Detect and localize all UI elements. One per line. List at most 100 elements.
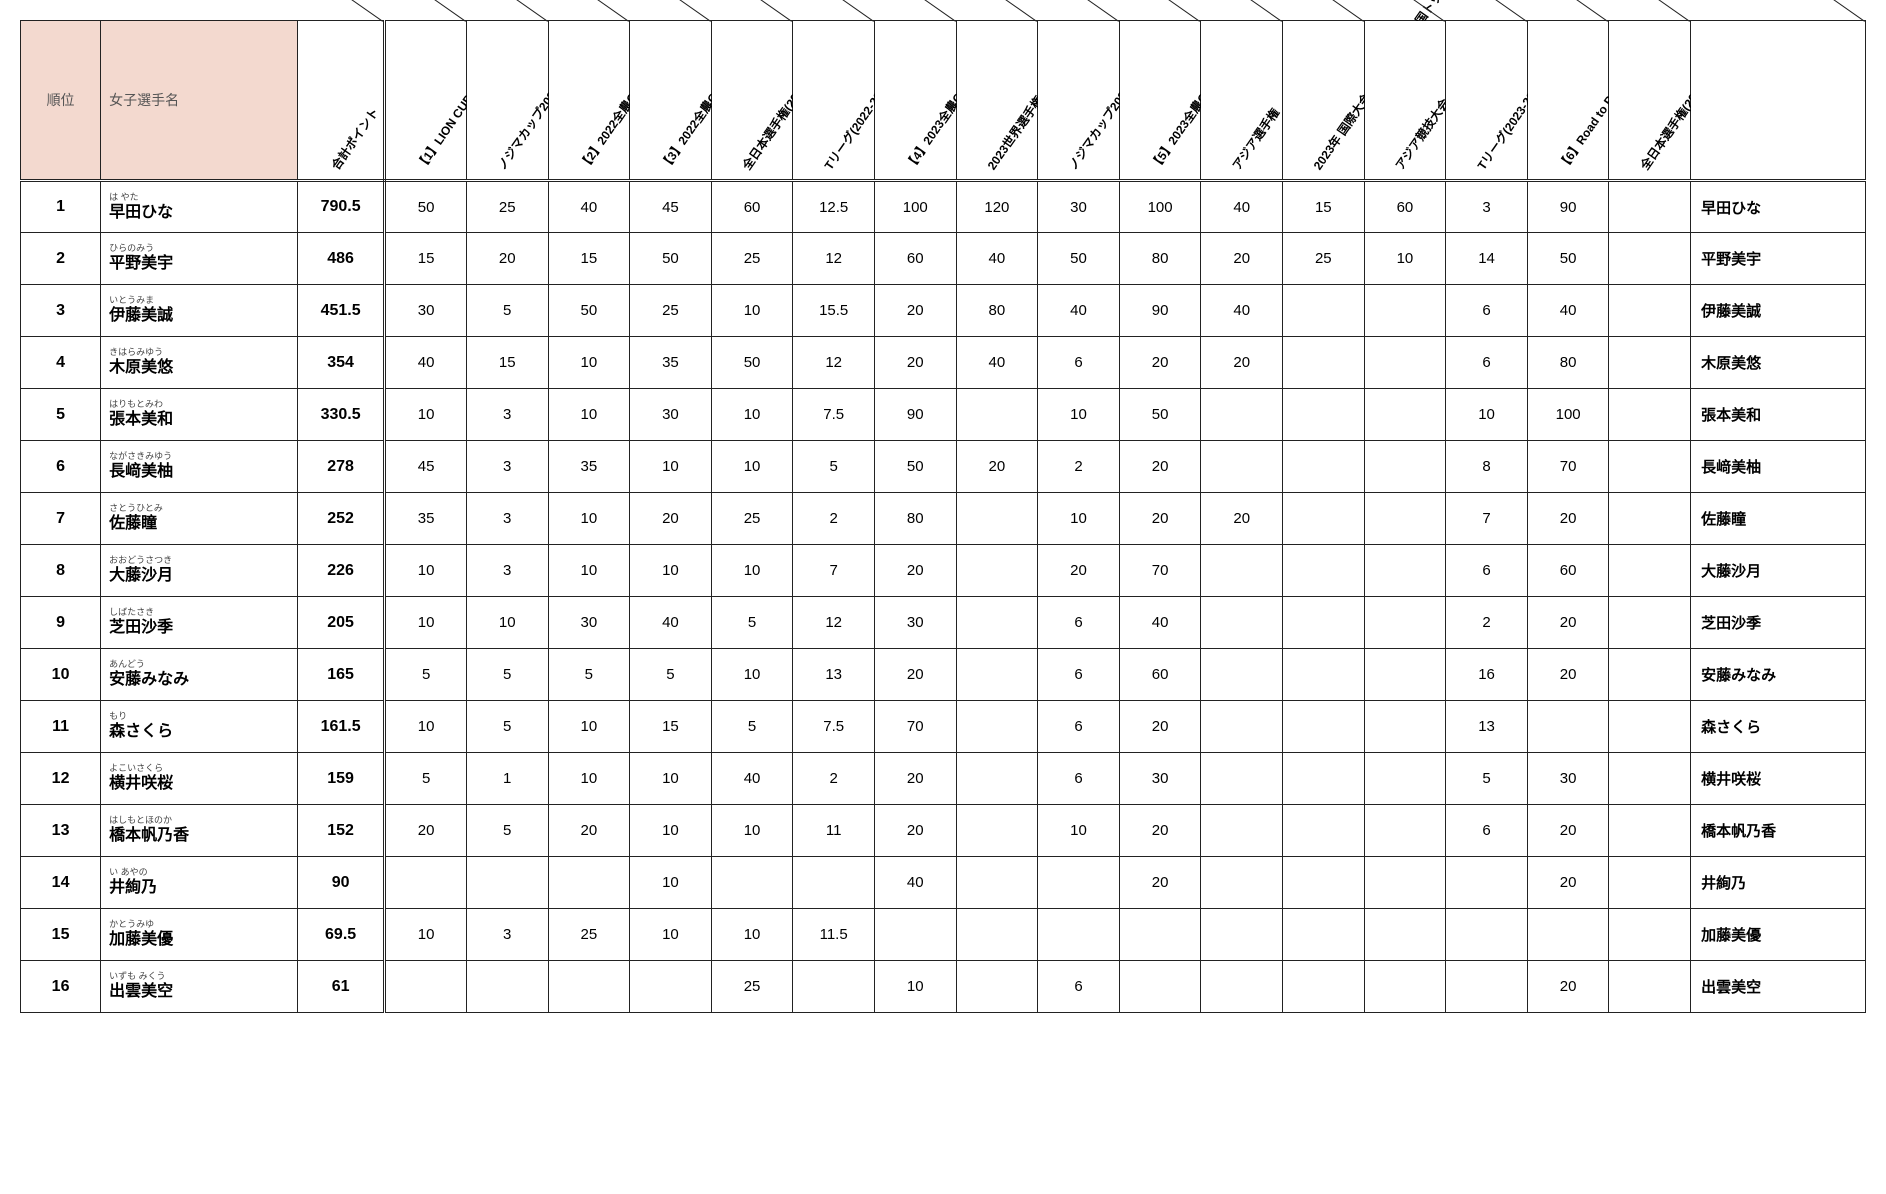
- player-name: 横井咲桜: [109, 775, 289, 793]
- player-name: 早田ひな: [109, 204, 289, 222]
- furigana: ながさきみゆう: [109, 452, 289, 461]
- name2-cell: 大藤沙月: [1691, 545, 1866, 597]
- value-cell: 10: [466, 597, 548, 649]
- rank-cell: 13: [21, 805, 101, 857]
- header-col-1: ノジマカップ2022: [466, 21, 548, 181]
- value-cell: 80: [1527, 337, 1609, 389]
- header-col-7: 2023世界選手権ダーバン大会: [956, 21, 1038, 181]
- value-cell: [1446, 961, 1528, 1013]
- table-row: 15かとうみゆ加藤美優69.510325101011.5加藤美優: [21, 909, 1866, 961]
- value-cell: 7.5: [793, 389, 875, 441]
- value-cell: 10: [711, 805, 793, 857]
- name-cell: いずも みくう出雲美空: [101, 961, 298, 1013]
- value-cell: [1283, 493, 1365, 545]
- header-total-label: 合計ポイント: [327, 104, 382, 173]
- value-cell: 40: [1201, 181, 1283, 233]
- value-cell: 7: [793, 545, 875, 597]
- rank-cell: 2: [21, 233, 101, 285]
- value-cell: 50: [1038, 233, 1120, 285]
- value-cell: 10: [385, 597, 467, 649]
- value-cell: [1201, 701, 1283, 753]
- value-cell: [711, 857, 793, 909]
- header-col-11: 2023年 国際大会（個人種目） 中国トップ3選手に勝利: [1283, 21, 1365, 181]
- rank-cell: 12: [21, 753, 101, 805]
- value-cell: 20: [385, 805, 467, 857]
- value-cell: 45: [385, 441, 467, 493]
- value-cell: 20: [874, 805, 956, 857]
- name2-cell: 横井咲桜: [1691, 753, 1866, 805]
- value-cell: 25: [711, 493, 793, 545]
- header-col-5: Tリーグ(2022-2023シーズン): [793, 21, 875, 181]
- table-row: 11もり森さくら161.5105101557.57062013森さくら: [21, 701, 1866, 753]
- value-cell: 40: [385, 337, 467, 389]
- player-name: 橋本帆乃香: [109, 827, 289, 845]
- value-cell: 10: [711, 441, 793, 493]
- value-cell: 50: [711, 337, 793, 389]
- value-cell: 60: [874, 233, 956, 285]
- table-head: 順位女子選手名合計ポイント【1】LION CUPノジマカップ2022【2】202…: [21, 21, 1866, 181]
- value-cell: 11: [793, 805, 875, 857]
- header-name2: [1691, 21, 1866, 181]
- rank-cell: 10: [21, 649, 101, 701]
- value-cell: 40: [956, 233, 1038, 285]
- value-cell: [1364, 701, 1446, 753]
- total-cell: 278: [297, 441, 384, 493]
- value-cell: 5: [711, 701, 793, 753]
- value-cell: 10: [385, 909, 467, 961]
- value-cell: [1201, 649, 1283, 701]
- value-cell: 1: [466, 753, 548, 805]
- value-cell: 40: [711, 753, 793, 805]
- value-cell: 15: [466, 337, 548, 389]
- value-cell: 5: [630, 649, 712, 701]
- value-cell: 60: [1527, 545, 1609, 597]
- value-cell: 25: [1283, 233, 1365, 285]
- value-cell: 20: [466, 233, 548, 285]
- table-row: 6ながさきみゆう長﨑美柚27845335101055020220870長﨑美柚: [21, 441, 1866, 493]
- value-cell: 10: [1038, 493, 1120, 545]
- table-row: 10あんどう安藤みなみ16555551013206601620安藤みなみ: [21, 649, 1866, 701]
- furigana: あんどう: [109, 660, 289, 669]
- value-cell: [1364, 753, 1446, 805]
- furigana: は やた: [109, 193, 289, 202]
- value-cell: 90: [874, 389, 956, 441]
- value-cell: 6: [1446, 337, 1528, 389]
- header-col-15: 全日本選手権(2024.1): [1609, 21, 1691, 181]
- value-cell: [956, 597, 1038, 649]
- value-cell: 20: [1119, 337, 1201, 389]
- value-cell: [1609, 285, 1691, 337]
- value-cell: 6: [1446, 545, 1528, 597]
- player-name: 安藤みなみ: [109, 671, 289, 689]
- value-cell: [1364, 337, 1446, 389]
- value-cell: [1283, 597, 1365, 649]
- value-cell: [1364, 285, 1446, 337]
- value-cell: 80: [874, 493, 956, 545]
- header-col-10: アジア選手権: [1201, 21, 1283, 181]
- value-cell: 12.5: [793, 181, 875, 233]
- value-cell: 25: [711, 961, 793, 1013]
- value-cell: 6: [1038, 961, 1120, 1013]
- value-cell: [1283, 857, 1365, 909]
- value-cell: 80: [1119, 233, 1201, 285]
- player-name: 芝田沙季: [109, 619, 289, 637]
- value-cell: 10: [1446, 389, 1528, 441]
- value-cell: 20: [1119, 805, 1201, 857]
- value-cell: [1609, 597, 1691, 649]
- value-cell: 25: [711, 233, 793, 285]
- ranking-table: 順位女子選手名合計ポイント【1】LION CUPノジマカップ2022【2】202…: [20, 20, 1866, 1013]
- value-cell: [1283, 961, 1365, 1013]
- value-cell: [1364, 597, 1446, 649]
- name2-cell: 森さくら: [1691, 701, 1866, 753]
- value-cell: [385, 961, 467, 1013]
- header-col-label-10: アジア選手権: [1228, 105, 1283, 173]
- total-cell: 159: [297, 753, 384, 805]
- value-cell: 20: [874, 285, 956, 337]
- total-cell: 354: [297, 337, 384, 389]
- value-cell: [630, 961, 712, 1013]
- name-cell: は やた早田ひな: [101, 181, 298, 233]
- name-cell: もり森さくら: [101, 701, 298, 753]
- value-cell: [956, 701, 1038, 753]
- value-cell: 5: [466, 285, 548, 337]
- value-cell: 20: [874, 337, 956, 389]
- table-row: 14い あやの井絢乃9010402020井絢乃: [21, 857, 1866, 909]
- value-cell: 70: [1527, 441, 1609, 493]
